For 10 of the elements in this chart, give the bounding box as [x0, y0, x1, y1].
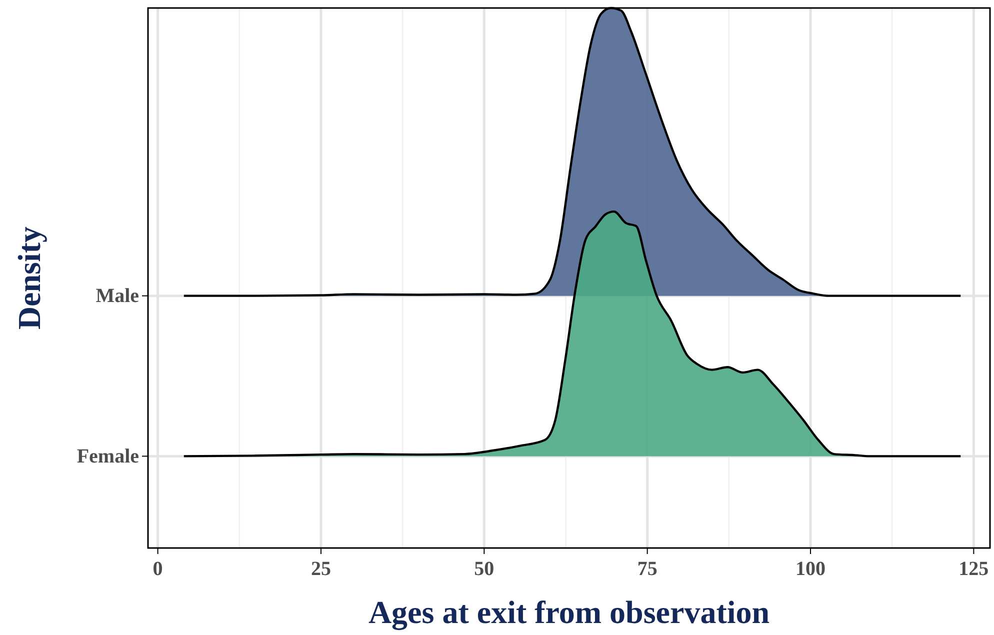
x-tick-label: 25 [310, 558, 331, 580]
y-axis-title: Density [11, 226, 47, 330]
legend-label: Female [76, 446, 140, 468]
x-tick-label: 50 [474, 558, 494, 580]
legend-label: Male [96, 285, 140, 308]
x-axis-title: Ages at exit from observation [368, 594, 770, 631]
x-tick-label: 75 [637, 558, 658, 580]
x-tick-label: 100 [796, 558, 826, 580]
x-tick-label: 125 [958, 558, 989, 580]
x-tick-label: 0 [152, 558, 163, 580]
